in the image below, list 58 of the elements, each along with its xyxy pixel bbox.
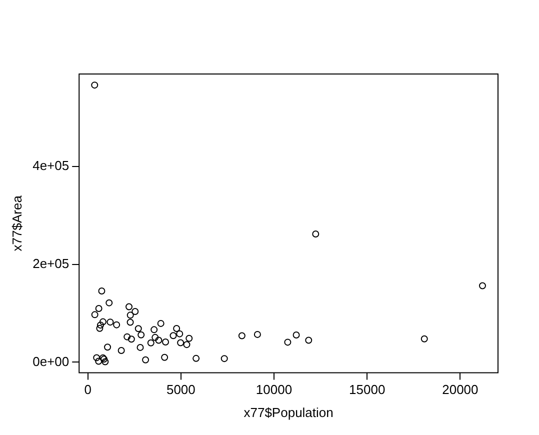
point <box>95 304 102 312</box>
point <box>170 332 177 340</box>
point <box>93 354 100 362</box>
point <box>161 354 168 361</box>
point <box>126 312 134 319</box>
point <box>284 338 292 346</box>
point <box>91 311 98 318</box>
point <box>106 318 114 326</box>
x-tick-label: 5000 <box>166 382 196 398</box>
point <box>124 333 131 340</box>
point <box>152 334 159 341</box>
point <box>155 336 162 344</box>
x-tick-label: 15000 <box>349 382 386 398</box>
point <box>99 318 106 326</box>
point <box>134 325 142 332</box>
point <box>104 344 112 351</box>
point <box>177 339 184 346</box>
point <box>142 356 150 364</box>
point <box>98 288 106 295</box>
point <box>97 322 104 329</box>
point <box>192 354 200 362</box>
x-tick-label: 20000 <box>442 382 478 398</box>
point <box>150 326 158 334</box>
point <box>173 324 180 332</box>
point <box>162 338 170 346</box>
point <box>478 282 486 290</box>
x-tick-label: 10000 <box>256 382 292 398</box>
y-tick-label: 2e+05 <box>32 256 70 271</box>
point <box>186 334 193 342</box>
point <box>118 346 125 354</box>
point <box>126 303 133 310</box>
point <box>157 320 164 327</box>
point <box>96 324 104 332</box>
x-tick-label: 0 <box>84 382 92 398</box>
point <box>113 321 120 328</box>
point <box>312 230 320 238</box>
point <box>220 355 228 362</box>
y-tick-label: 4e+05 <box>32 158 70 174</box>
point <box>176 330 184 338</box>
point <box>132 308 139 315</box>
point <box>138 331 145 338</box>
point <box>420 335 428 342</box>
point <box>136 344 144 351</box>
point <box>91 82 98 89</box>
point <box>147 339 154 346</box>
point <box>102 358 109 366</box>
x-axis-title: x77$Population <box>244 404 334 420</box>
point <box>126 318 134 326</box>
point <box>254 330 261 338</box>
point <box>183 341 190 348</box>
y-tick-label: 0e+00 <box>32 354 70 369</box>
point <box>106 299 113 306</box>
point <box>305 336 312 344</box>
point <box>128 336 135 343</box>
y-axis-title: x77$Area <box>9 194 24 252</box>
point <box>238 332 246 340</box>
point <box>292 331 300 338</box>
point <box>95 358 102 365</box>
